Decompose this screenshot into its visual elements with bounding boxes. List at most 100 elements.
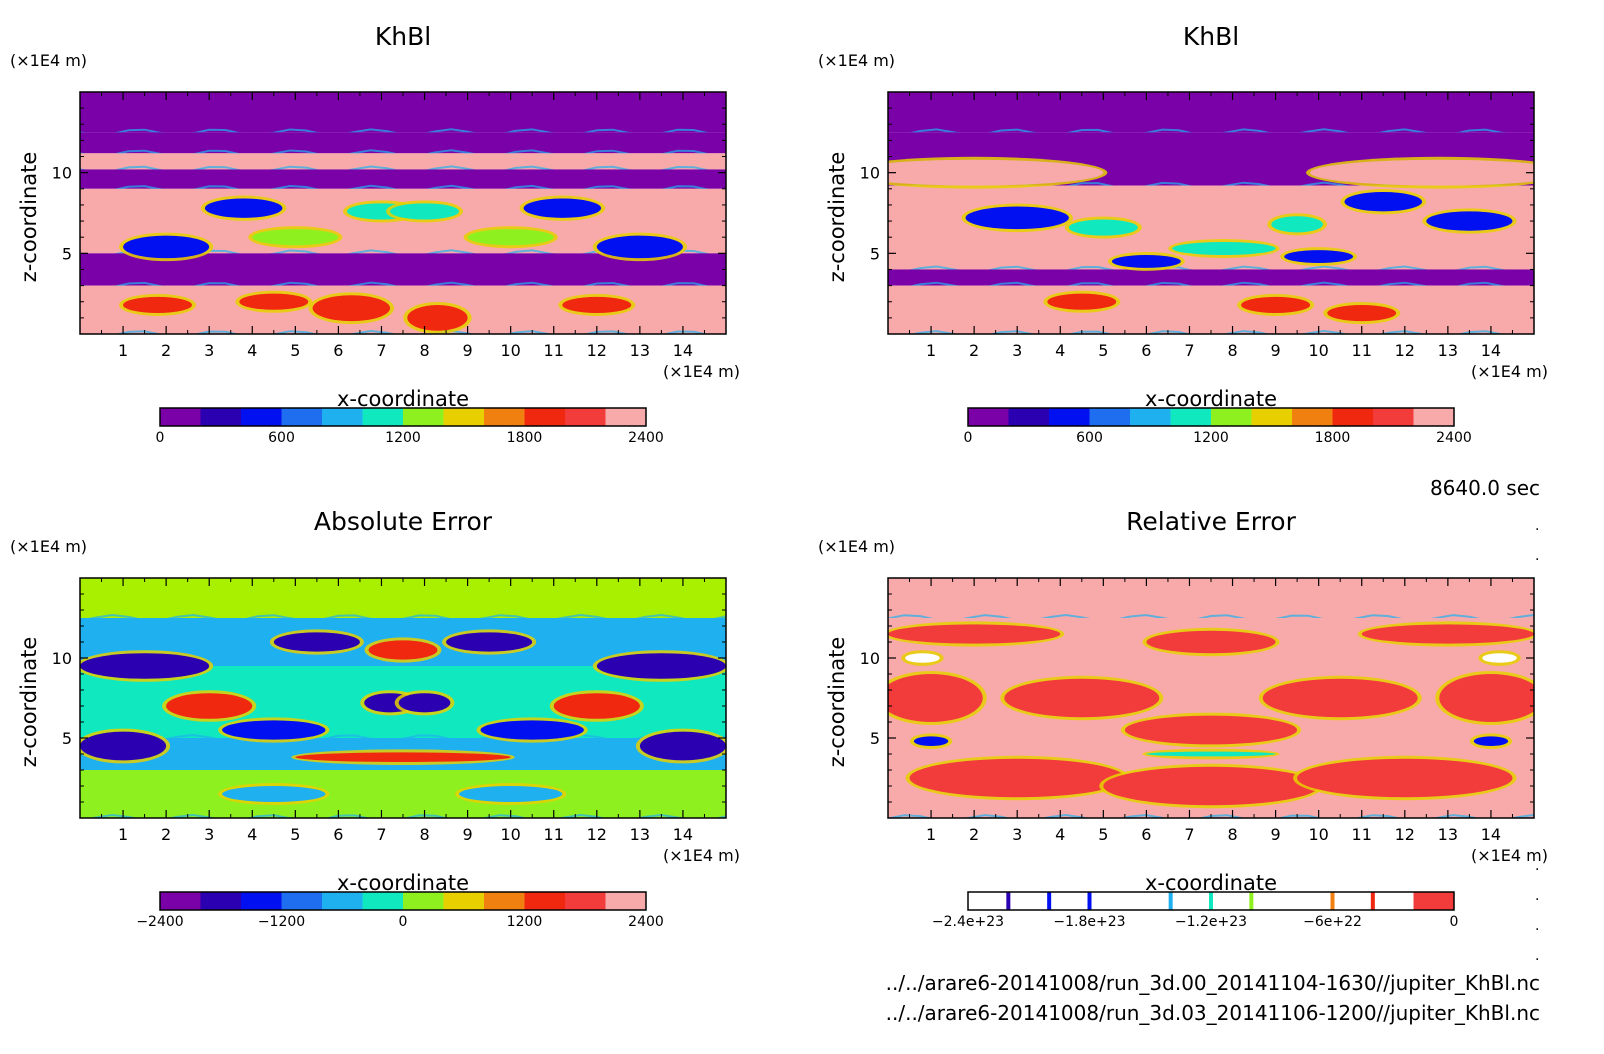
x-tick-label: 12 — [587, 825, 607, 844]
x-tick-label: 4 — [1055, 341, 1065, 360]
colorbar-swatch — [1089, 892, 1131, 910]
x-tick-label: 13 — [1438, 825, 1458, 844]
colorbar-swatch — [1292, 408, 1333, 426]
contour-band — [888, 578, 1534, 618]
contour-field — [80, 578, 726, 818]
y-tick-label: 10 — [52, 649, 72, 668]
x-tick-label: 7 — [1184, 825, 1194, 844]
colorbar-tick-label: −2.4e+23 — [932, 914, 1004, 930]
colorbar-marker — [1087, 892, 1092, 910]
contour-blob — [1344, 192, 1423, 212]
colorbar-swatch — [322, 892, 363, 910]
y-axis-label: z-coordinate — [825, 152, 849, 283]
colorbar-tick-label: 2400 — [628, 914, 664, 930]
colorbar-swatch — [1008, 408, 1050, 426]
colorbar-swatch — [403, 408, 444, 426]
colorbar-swatch — [1170, 408, 1212, 426]
contour-blob — [252, 229, 339, 246]
x-tick-label: 11 — [544, 825, 564, 844]
x-tick-label: 3 — [204, 341, 214, 360]
contour-blob — [913, 736, 949, 746]
x-tick-label: 13 — [1438, 341, 1458, 360]
colorbar-marker — [1330, 892, 1335, 910]
contour-blob — [123, 235, 210, 259]
contour-band — [80, 132, 726, 154]
contour-blob — [1047, 293, 1117, 310]
contour-blob — [1111, 254, 1181, 268]
y-unit-label: (×1E4 m) — [818, 51, 895, 70]
x-tick-label: 3 — [204, 825, 214, 844]
contour-blob — [905, 653, 940, 663]
colorbar-swatch — [1008, 892, 1050, 910]
side-dot: . — [1535, 888, 1539, 904]
contour-blob — [1146, 751, 1276, 757]
colorbar-swatch — [362, 408, 404, 426]
colorbar-swatch — [1332, 408, 1374, 426]
x-tick-label: 8 — [419, 825, 429, 844]
colorbar-swatch — [1211, 408, 1252, 426]
contour-blob — [446, 632, 533, 652]
colorbar-marker — [1168, 892, 1173, 910]
colorbar-tick-label: −2400 — [136, 914, 183, 930]
colorbar-swatch — [1170, 892, 1212, 910]
colorbar-marker — [1209, 892, 1213, 910]
colorbar-swatch — [1049, 408, 1090, 426]
colorbar-marker — [1006, 892, 1011, 910]
contour-blob — [1439, 674, 1534, 722]
colorbar: −2.4e+23 −1.8e+23 −1.2e+23 −6e+22 0 — [932, 891, 1458, 930]
contour-blob — [639, 731, 726, 761]
contour-band — [888, 92, 1534, 133]
x-tick-label: 5 — [290, 825, 300, 844]
colorbar-tick-label: 0 — [964, 430, 973, 446]
contour-blob — [480, 720, 584, 740]
side-dot: . — [1535, 548, 1539, 564]
contour-blob — [1172, 242, 1276, 255]
colorbar-swatch — [605, 408, 647, 426]
x-tick-label: 9 — [463, 341, 473, 360]
contour-blob — [1361, 624, 1534, 644]
colorbar-swatch — [362, 892, 404, 910]
colorbar-swatch — [1211, 892, 1252, 910]
colorbar-swatch — [524, 892, 566, 910]
colorbar-swatch — [322, 408, 363, 426]
contour-blob — [1124, 715, 1298, 745]
x-tick-label: 12 — [1395, 825, 1415, 844]
contour-blob — [1271, 216, 1323, 233]
contour-blob — [239, 293, 309, 310]
contour-blob — [1297, 758, 1513, 798]
x-axis-label: x-coordinate — [1145, 387, 1277, 411]
colorbar-swatch — [241, 892, 282, 910]
colorbar-swatch — [1413, 892, 1455, 910]
colorbar-swatch — [1130, 892, 1171, 910]
x-tick-label: 7 — [376, 825, 386, 844]
x-tick-label: 13 — [630, 825, 650, 844]
time-label: 8640.0 sec — [1430, 476, 1540, 500]
x-tick-label: 1 — [118, 825, 128, 844]
x-axis-label: x-coordinate — [337, 871, 469, 895]
contour-blob — [1482, 653, 1517, 663]
colorbar-tick-label: −1200 — [258, 914, 305, 930]
colorbar-tick-label: 1200 — [507, 914, 543, 930]
contour-blob — [965, 206, 1069, 230]
colorbar-swatch — [403, 892, 444, 910]
y-unit-label: (×1E4 m) — [10, 537, 87, 556]
y-tick-label: 5 — [870, 244, 880, 263]
x-unit-label: (×1E4 m) — [1471, 362, 1548, 381]
colorbar-marker — [1370, 892, 1375, 910]
chart-title: KhBl — [375, 22, 431, 51]
colorbar-swatch — [968, 408, 1009, 426]
x-tick-label: 1 — [926, 341, 936, 360]
colorbar-tick-label: 1800 — [507, 430, 543, 446]
x-tick-label: 14 — [673, 825, 693, 844]
side-dot: . — [1535, 858, 1539, 874]
contour-band — [80, 578, 726, 618]
side-dot: . — [1535, 918, 1539, 934]
y-tick-label: 10 — [860, 649, 880, 668]
colorbar-swatch — [1332, 892, 1374, 910]
x-tick-label: 11 — [544, 341, 564, 360]
contour-band — [888, 285, 1534, 334]
colorbar-swatch — [1089, 408, 1131, 426]
colorbar: −2400 −1200 0 1200 2400 — [136, 891, 664, 930]
